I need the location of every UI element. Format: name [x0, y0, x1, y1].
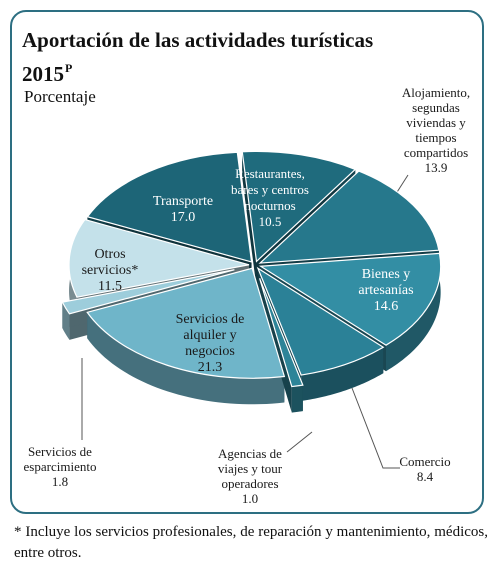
callout-line-agencias — [286, 431, 313, 453]
chart-title-superscript: P — [65, 61, 73, 75]
slice-label-1: Alojamiento, segundas viviendas y tiempos co… — [402, 85, 470, 175]
slice-label-line: Agencias de — [218, 446, 282, 461]
pie-slice-8 — [86, 151, 253, 263]
slice-label-line: operadores — [221, 476, 278, 491]
slice-label-line: Servicios de — [28, 444, 92, 459]
pie-slice-4 — [259, 278, 304, 388]
chart-title: Aportación de las actividades turísticas… — [22, 26, 402, 88]
slice-label-6: Servicios de esparcimiento 1.8 — [24, 444, 97, 489]
slice-rim — [386, 253, 441, 372]
slice-value-4: 1.0 — [242, 491, 258, 506]
chart-title-year: 2015 — [22, 62, 64, 86]
slice-label-line: alquiler y — [183, 328, 236, 343]
slice-label-line: viviendas y — [406, 115, 466, 130]
slice-rim — [291, 385, 303, 413]
slice-value-7: 11.5 — [98, 279, 122, 294]
slice-label-8: Transporte 17.0 — [153, 194, 213, 225]
slice-value-3: 8.4 — [417, 469, 434, 484]
slice-value-8: 17.0 — [171, 210, 196, 225]
chart-title-text: Aportación de las actividades turísticas — [22, 28, 374, 52]
slice-label-3: Comercio 8.4 — [399, 454, 450, 484]
callout-line-comercio — [351, 387, 400, 469]
slice-cut-face — [242, 151, 257, 288]
slice-label-line: nocturnos — [244, 198, 295, 213]
pie-slice-6 — [61, 269, 235, 315]
pie-slice-2 — [258, 252, 442, 346]
slice-label-line: viajes y tour — [218, 461, 283, 476]
slice-label-2: Bienes y artesanías 14.6 — [358, 267, 413, 314]
slice-label-line: Servicios de — [176, 312, 245, 327]
slice-label-line: servicios* — [82, 263, 139, 278]
slice-value-0: 10.5 — [259, 214, 282, 229]
slice-label-line: tiempos — [415, 130, 456, 145]
slice-label-line: compartidos — [404, 145, 468, 160]
slice-label-line: Comercio — [399, 454, 450, 469]
slice-label-0: Restaurantes, bares y centros nocturnos 10.… — [231, 166, 309, 229]
slice-rim — [301, 347, 384, 402]
slice-label-line: Transporte — [153, 194, 213, 209]
slice-label-line: negocios — [185, 344, 235, 359]
footnote: * Incluye los servicios profesionales, d… — [14, 524, 488, 561]
pie-slice-3 — [256, 266, 385, 376]
slice-value-5: 21.3 — [198, 360, 223, 375]
pie-slice-7 — [68, 218, 250, 298]
slice-value-6: 1.8 — [52, 474, 68, 489]
pie-slice-0 — [241, 150, 357, 263]
slice-value-2: 14.6 — [374, 299, 399, 314]
slice-label-line: esparcimiento — [24, 459, 97, 474]
slice-value-1: 13.9 — [425, 160, 448, 175]
pie-slice-1 — [258, 170, 440, 264]
slice-label-line: Restaurantes, — [235, 166, 305, 181]
slice-rim — [87, 312, 285, 405]
pie-slices — [61, 150, 442, 388]
pie-labels: Restaurantes, bares y centros nocturnos 10.… — [24, 85, 471, 506]
chart-subtitle: Porcentaje — [24, 87, 96, 106]
slice-label-line: Bienes y — [362, 267, 411, 282]
slice-label-line: segundas — [412, 100, 460, 115]
slice-label-line: Alojamiento, — [402, 85, 470, 100]
slice-label-line: bares y centros — [231, 182, 309, 197]
pie-slice-5 — [86, 267, 286, 379]
slice-label-5: Servicios de alquiler y negocios 21.3 — [176, 312, 245, 375]
slice-label-4: Agencias de viajes y tour operadores 1.0 — [218, 446, 283, 506]
slice-label-7: Otros servicios* 11.5 — [82, 247, 139, 294]
slice-label-line: artesanías — [358, 283, 413, 298]
slice-label-line: Otros — [94, 247, 125, 262]
